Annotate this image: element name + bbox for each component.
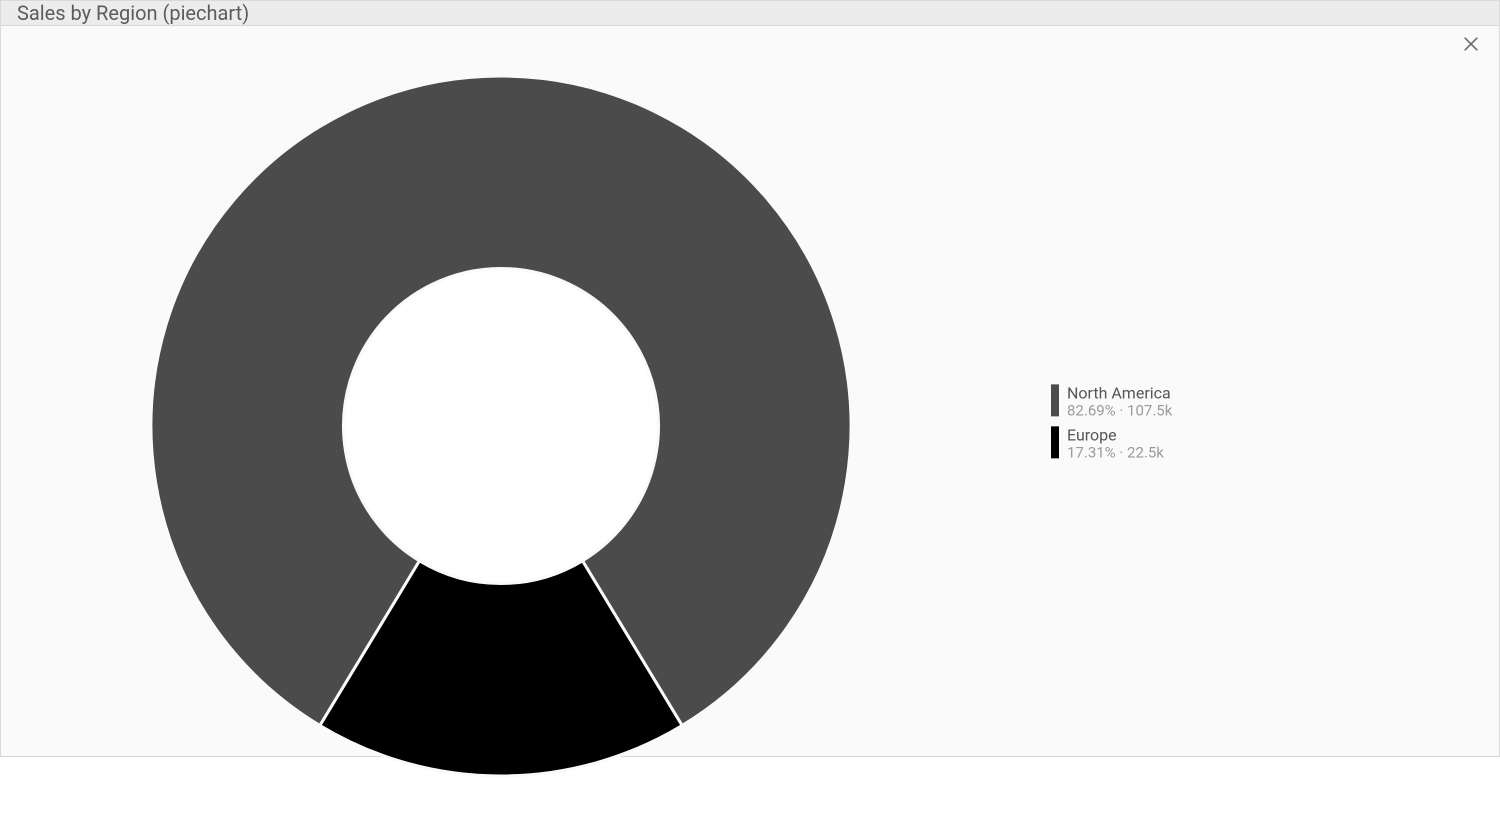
legend-sublabel: 17.31% · 22.5k <box>1067 444 1164 461</box>
panel-body: North America82.69% · 107.5k Europe17.31%… <box>1 26 1499 826</box>
legend-label: Europe <box>1067 426 1164 444</box>
donut-chart <box>1 26 1001 826</box>
close-icon[interactable] <box>1461 34 1481 54</box>
chart-legend: North America82.69% · 107.5k Europe17.31%… <box>1051 384 1172 467</box>
chart-panel: Sales by Region (piechart) North America… <box>0 0 1500 757</box>
legend-item-1[interactable]: Europe17.31% · 22.5k <box>1051 426 1172 462</box>
legend-text: North America82.69% · 107.5k <box>1067 384 1172 420</box>
panel-title: Sales by Region (piechart) <box>17 1 249 25</box>
legend-swatch <box>1051 384 1059 416</box>
legend-text: Europe17.31% · 22.5k <box>1067 426 1164 462</box>
legend-sublabel: 82.69% · 107.5k <box>1067 403 1172 420</box>
legend-item-0[interactable]: North America82.69% · 107.5k <box>1051 384 1172 420</box>
panel-header: Sales by Region (piechart) <box>1 1 1499 26</box>
legend-swatch <box>1051 426 1059 458</box>
legend-label: North America <box>1067 384 1172 402</box>
donut-center <box>345 270 657 582</box>
